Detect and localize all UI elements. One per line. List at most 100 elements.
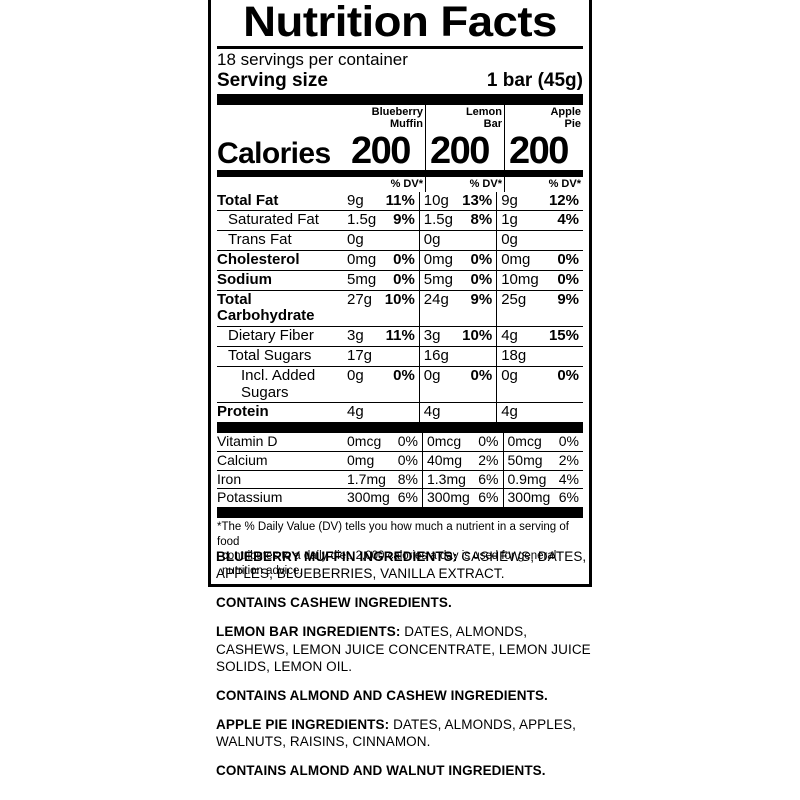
nutrient-amount-col2: 0g	[496, 230, 545, 251]
nutrient-dv-col0: 0%	[380, 365, 420, 403]
nutrient-dv-col0	[380, 346, 420, 367]
daily-value-header-row: % DV* % DV* % DV*	[217, 176, 583, 192]
table-row: Dietary Fiber 3g 11% 3g 10% 4g 15%	[217, 326, 583, 347]
micronutrient-dv-col2: 6%	[555, 488, 583, 507]
nutrient-amount-col2: 9g	[496, 191, 545, 211]
product-name-1: Lemon Bar	[465, 106, 502, 130]
nutrient-amount-col0: 5mg	[347, 269, 381, 291]
micronutrient-dv-col1: 6%	[475, 488, 503, 507]
product-column-1: Lemon Bar 200	[425, 105, 504, 170]
table-row: Sodium 5mg 0% 5mg 0% 10mg 0%	[217, 269, 583, 291]
divider-before-micronutrients	[217, 422, 583, 434]
nutrient-dv-col2: 9%	[544, 289, 583, 327]
micronutrient-name: Potassium	[217, 488, 347, 507]
ingredient-block: CONTAINS CASHEW INGREDIENTS.	[216, 594, 596, 611]
micronutrient-dv-col0: 8%	[394, 469, 423, 489]
nutrient-amount-col2: 25g	[496, 289, 545, 327]
micronutrient-amount-col1: 40mg	[421, 450, 476, 471]
ingredient-block: LEMON BAR INGREDIENTS: DATES, ALMONDS, C…	[216, 623, 596, 674]
nutrient-dv-col2: 4%	[544, 210, 583, 231]
product-name-0: Blueberry Muffin	[371, 106, 423, 130]
ingredient-block: CONTAINS ALMOND AND CASHEW INGREDIENTS.	[216, 687, 596, 704]
micronutrient-amount-col0: 0mcg	[347, 433, 382, 450]
micronutrient-dv-col2: 0%	[558, 433, 579, 450]
nutrient-name: Total Carbohydrate	[217, 289, 347, 327]
product-column-0: Blueberry Muffin 200	[347, 105, 425, 170]
product-name-2: Apple Pie	[550, 106, 581, 130]
nutrient-amount-col1: 10g	[418, 191, 458, 211]
micronutrient-dv-col0: 6%	[394, 488, 423, 507]
nutrient-name: Cholesterol	[217, 250, 347, 271]
nutrient-name: Trans Fat	[217, 230, 347, 251]
nutrient-amount-col0: 4g	[347, 402, 381, 423]
table-row: Vitamin D 0mcg 0% 0mcg 0% 0mcg 0%	[217, 433, 583, 452]
nutrient-amount-col1: 24g	[418, 289, 458, 327]
micronutrient-dv-col2: 2%	[555, 450, 583, 471]
nutrient-dv-col1: 10%	[457, 326, 497, 347]
ingredient-list: CASHEWS, DATES, APPLES, BLUEBERRIES, VAN…	[216, 549, 587, 582]
nutrient-name: Protein	[217, 402, 347, 423]
nutrient-dv-col0: 9%	[380, 210, 420, 231]
micronutrient-amount-col2: 0.9mg	[502, 469, 556, 489]
nutrient-dv-col2: 0%	[544, 250, 583, 271]
dv-header-0: % DV*	[390, 177, 423, 190]
ingredient-block: BLUEBERRY MUFFIN INGREDIENTS: CASHEWS, D…	[216, 548, 596, 582]
micronutrient-amount-col2: 50mg	[502, 450, 556, 471]
table-row: Incl. Added Sugars 0g 0% 0g 0% 0g 0%	[217, 365, 583, 403]
ingredient-block: CONTAINS ALMOND AND WALNUT INGREDIENTS.	[216, 762, 596, 779]
nutrient-name: Sodium	[217, 269, 347, 291]
micronutrient-dv-col1: 6%	[475, 469, 503, 489]
nutrient-amount-col1: 16g	[418, 346, 458, 367]
nutrient-name: Total Sugars	[217, 346, 347, 367]
table-row: Total Carbohydrate 27g 10% 24g 9% 25g 9%	[217, 289, 583, 327]
dv-header-1: % DV*	[425, 176, 504, 192]
ingredient-heading: APPLE PIE INGREDIENTS:	[216, 716, 390, 732]
table-row: Total Sugars 17g 16g 18g	[217, 346, 583, 367]
nutrient-amount-col0: 27g	[347, 289, 381, 327]
nutrient-amount-col2: 10mg	[496, 269, 545, 291]
micronutrient-dv-col1: 2%	[475, 450, 503, 471]
nutrient-amount-col0: 17g	[347, 346, 381, 367]
nutrient-dv-col2: 15%	[544, 326, 583, 347]
footnote-line-1: *The % Daily Value (DV) tells you how mu…	[217, 520, 569, 548]
calories-value-2: 200	[509, 129, 569, 172]
nutrient-amount-col1: 1.5g	[418, 210, 458, 231]
nutrient-amount-col1: 0mg	[418, 250, 458, 271]
micronutrient-amount-col0: 300mg	[347, 488, 395, 507]
nutrient-amount-col1: 3g	[418, 326, 458, 347]
nutrient-dv-col1: 9%	[457, 289, 497, 327]
nutrient-dv-col1	[457, 346, 497, 367]
micronutrient-name: Calcium	[217, 450, 347, 471]
ingredient-heading: LEMON BAR INGREDIENTS:	[216, 624, 401, 640]
nutrient-name: Saturated Fat	[217, 210, 347, 231]
footnote-line-2: contributes to a daily diet. 2,000 calor…	[222, 550, 557, 578]
serving-size-value: 1 bar (45g)	[486, 69, 583, 91]
nutrient-name: Total Fat	[217, 191, 279, 209]
micronutrient-amount-col2: 0mcg	[502, 433, 556, 452]
nutrient-amount-col0: 0g	[347, 230, 381, 251]
micronutrient-name: Vitamin D	[217, 433, 278, 450]
nutrient-dv-col1: 8%	[457, 210, 497, 231]
nutrient-dv-col1	[457, 402, 497, 423]
nutrient-amount-col1: 5mg	[418, 269, 458, 291]
nutrition-facts-panel: Nutrition Facts 18 servings per containe…	[208, 0, 592, 587]
product-column-2: Apple Pie 200	[504, 105, 583, 170]
ingredient-block: APPLE PIE INGREDIENTS: DATES, ALMONDS, A…	[216, 716, 596, 750]
nutrient-dv-col1: 0%	[457, 269, 497, 291]
micronutrient-dv-col0: 0%	[397, 433, 418, 450]
nutrient-dv-col2	[544, 230, 583, 251]
micronutrient-amount-col0: 1.7mg	[347, 469, 395, 489]
dv-header-spacer	[217, 177, 347, 192]
table-row: Cholesterol 0mg 0% 0mg 0% 0mg 0%	[217, 250, 583, 271]
nutrient-dv-col1: 13%	[462, 191, 493, 209]
nutrient-dv-col0: 0%	[380, 250, 420, 271]
nutrient-dv-col0: 11%	[380, 326, 420, 347]
ingredient-list: DATES, ALMONDS, APPLES, WALNUTS, RAISINS…	[216, 716, 576, 750]
nutrient-amount-col1: 4g	[418, 402, 458, 423]
nutrient-dv-col2: 0%	[544, 269, 583, 291]
table-row: Potassium 300mg 6% 300mg 6% 300mg 6%	[217, 488, 583, 507]
nutrient-dv-col2	[544, 402, 583, 423]
nutrient-amount-col0: 0g	[347, 365, 381, 403]
micronutrient-dv-col0: 0%	[394, 450, 423, 471]
